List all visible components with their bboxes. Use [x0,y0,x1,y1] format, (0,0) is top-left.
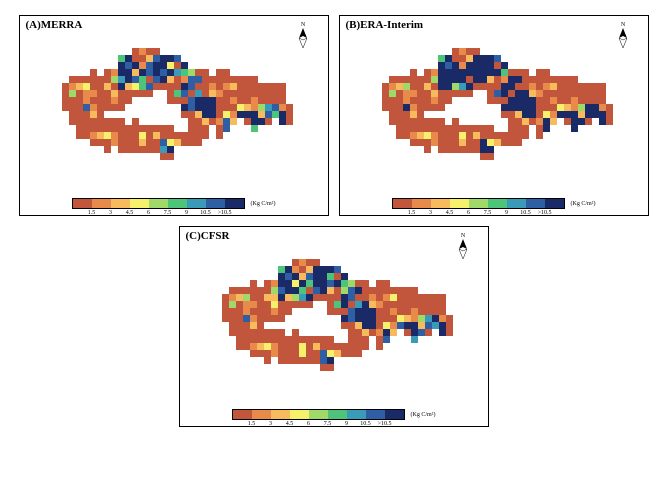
legend-tick: 7.5 [324,421,332,427]
legend-tick: 4.5 [286,421,294,427]
legend-swatch: 3 [252,410,271,419]
panel-title: (A)MERRA [26,19,83,31]
legend-swatch: 3 [92,199,111,208]
compass-icon: N [292,20,314,50]
panel-C: (C)CFSR N 1.534.567.5910.5>10.5 (Kg C/m²… [179,226,489,427]
compass: N [612,20,634,50]
map-area [180,227,488,405]
compass-icon: N [452,231,474,261]
legend-swatch: 4.5 [431,199,450,208]
map-grid [215,252,453,392]
legend-swatch: 9 [488,199,507,208]
legend-swatch: 10.5 [507,199,526,208]
legend-swatch: >10.5 [206,199,225,208]
panel-title: (C)CFSR [186,230,230,242]
legend-tick: >10.5 [218,210,232,216]
legend-tick: 1.5 [88,210,96,216]
legend-unit: (Kg C/m²) [411,412,436,418]
legend-swatch: 10.5 [347,410,366,419]
legend-tick: >10.5 [378,421,392,427]
legend-swatch: 6 [130,199,149,208]
legend-swatch: 6 [450,199,469,208]
legend-swatch: 7.5 [309,410,328,419]
legend-tick: 1.5 [248,421,256,427]
compass: N [452,231,474,261]
legend-swatch: 4.5 [111,199,130,208]
legend-tick: 4.5 [126,210,134,216]
legend-swatch [385,410,404,419]
legend-swatch: 6 [290,410,309,419]
legend-swatch: 1.5 [233,410,252,419]
legend-swatch [545,199,564,208]
legend-swatch [225,199,244,208]
legend-tick: 10.5 [520,210,531,216]
panel-A: (A)MERRA N 1.534.567.5910.5>10.5 (Kg C/m… [19,15,329,216]
legend-tick: 3 [429,210,432,216]
legend: 1.534.567.5910.5>10.5 (Kg C/m²) [180,405,488,426]
legend-swatch: >10.5 [526,199,545,208]
legend-swatch: 7.5 [149,199,168,208]
legend-tick: 9 [185,210,188,216]
legend-swatch: 3 [412,199,431,208]
legend-tick: 3 [269,421,272,427]
legend-unit: (Kg C/m²) [251,201,276,207]
legend-tick: 7.5 [164,210,172,216]
legend-tick: 3 [109,210,112,216]
legend-swatch: 9 [168,199,187,208]
legend-tick: 1.5 [408,210,416,216]
legend-tick: 9 [505,210,508,216]
legend: 1.534.567.5910.5>10.5 (Kg C/m²) [340,194,648,215]
legend-swatch: 7.5 [469,199,488,208]
legend-swatch: 9 [328,410,347,419]
legend-tick: 10.5 [200,210,211,216]
svg-text:N: N [620,22,625,28]
map-area [20,16,328,194]
compass: N [292,20,314,50]
legend-swatch: >10.5 [366,410,385,419]
legend-swatch: 10.5 [187,199,206,208]
legend-swatch: 1.5 [73,199,92,208]
svg-text:N: N [300,22,305,28]
legend-swatch: 1.5 [393,199,412,208]
compass-icon: N [612,20,634,50]
panel-B: (B)ERA-Interim N 1.534.567.5910.5>10.5 (… [339,15,649,216]
legend-tick: 10.5 [360,421,371,427]
legend-tick: 6 [147,210,150,216]
legend-swatch: 4.5 [271,410,290,419]
legend-tick: 6 [467,210,470,216]
map-grid [55,41,293,181]
legend-tick: 7.5 [484,210,492,216]
map-area [340,16,648,194]
legend: 1.534.567.5910.5>10.5 (Kg C/m²) [20,194,328,215]
legend-tick: 6 [307,421,310,427]
legend-tick: 9 [345,421,348,427]
legend-tick: >10.5 [538,210,552,216]
panel-title: (B)ERA-Interim [346,19,424,31]
svg-text:N: N [460,233,465,239]
legend-tick: 4.5 [446,210,454,216]
legend-unit: (Kg C/m²) [571,201,596,207]
map-grid [375,41,613,181]
